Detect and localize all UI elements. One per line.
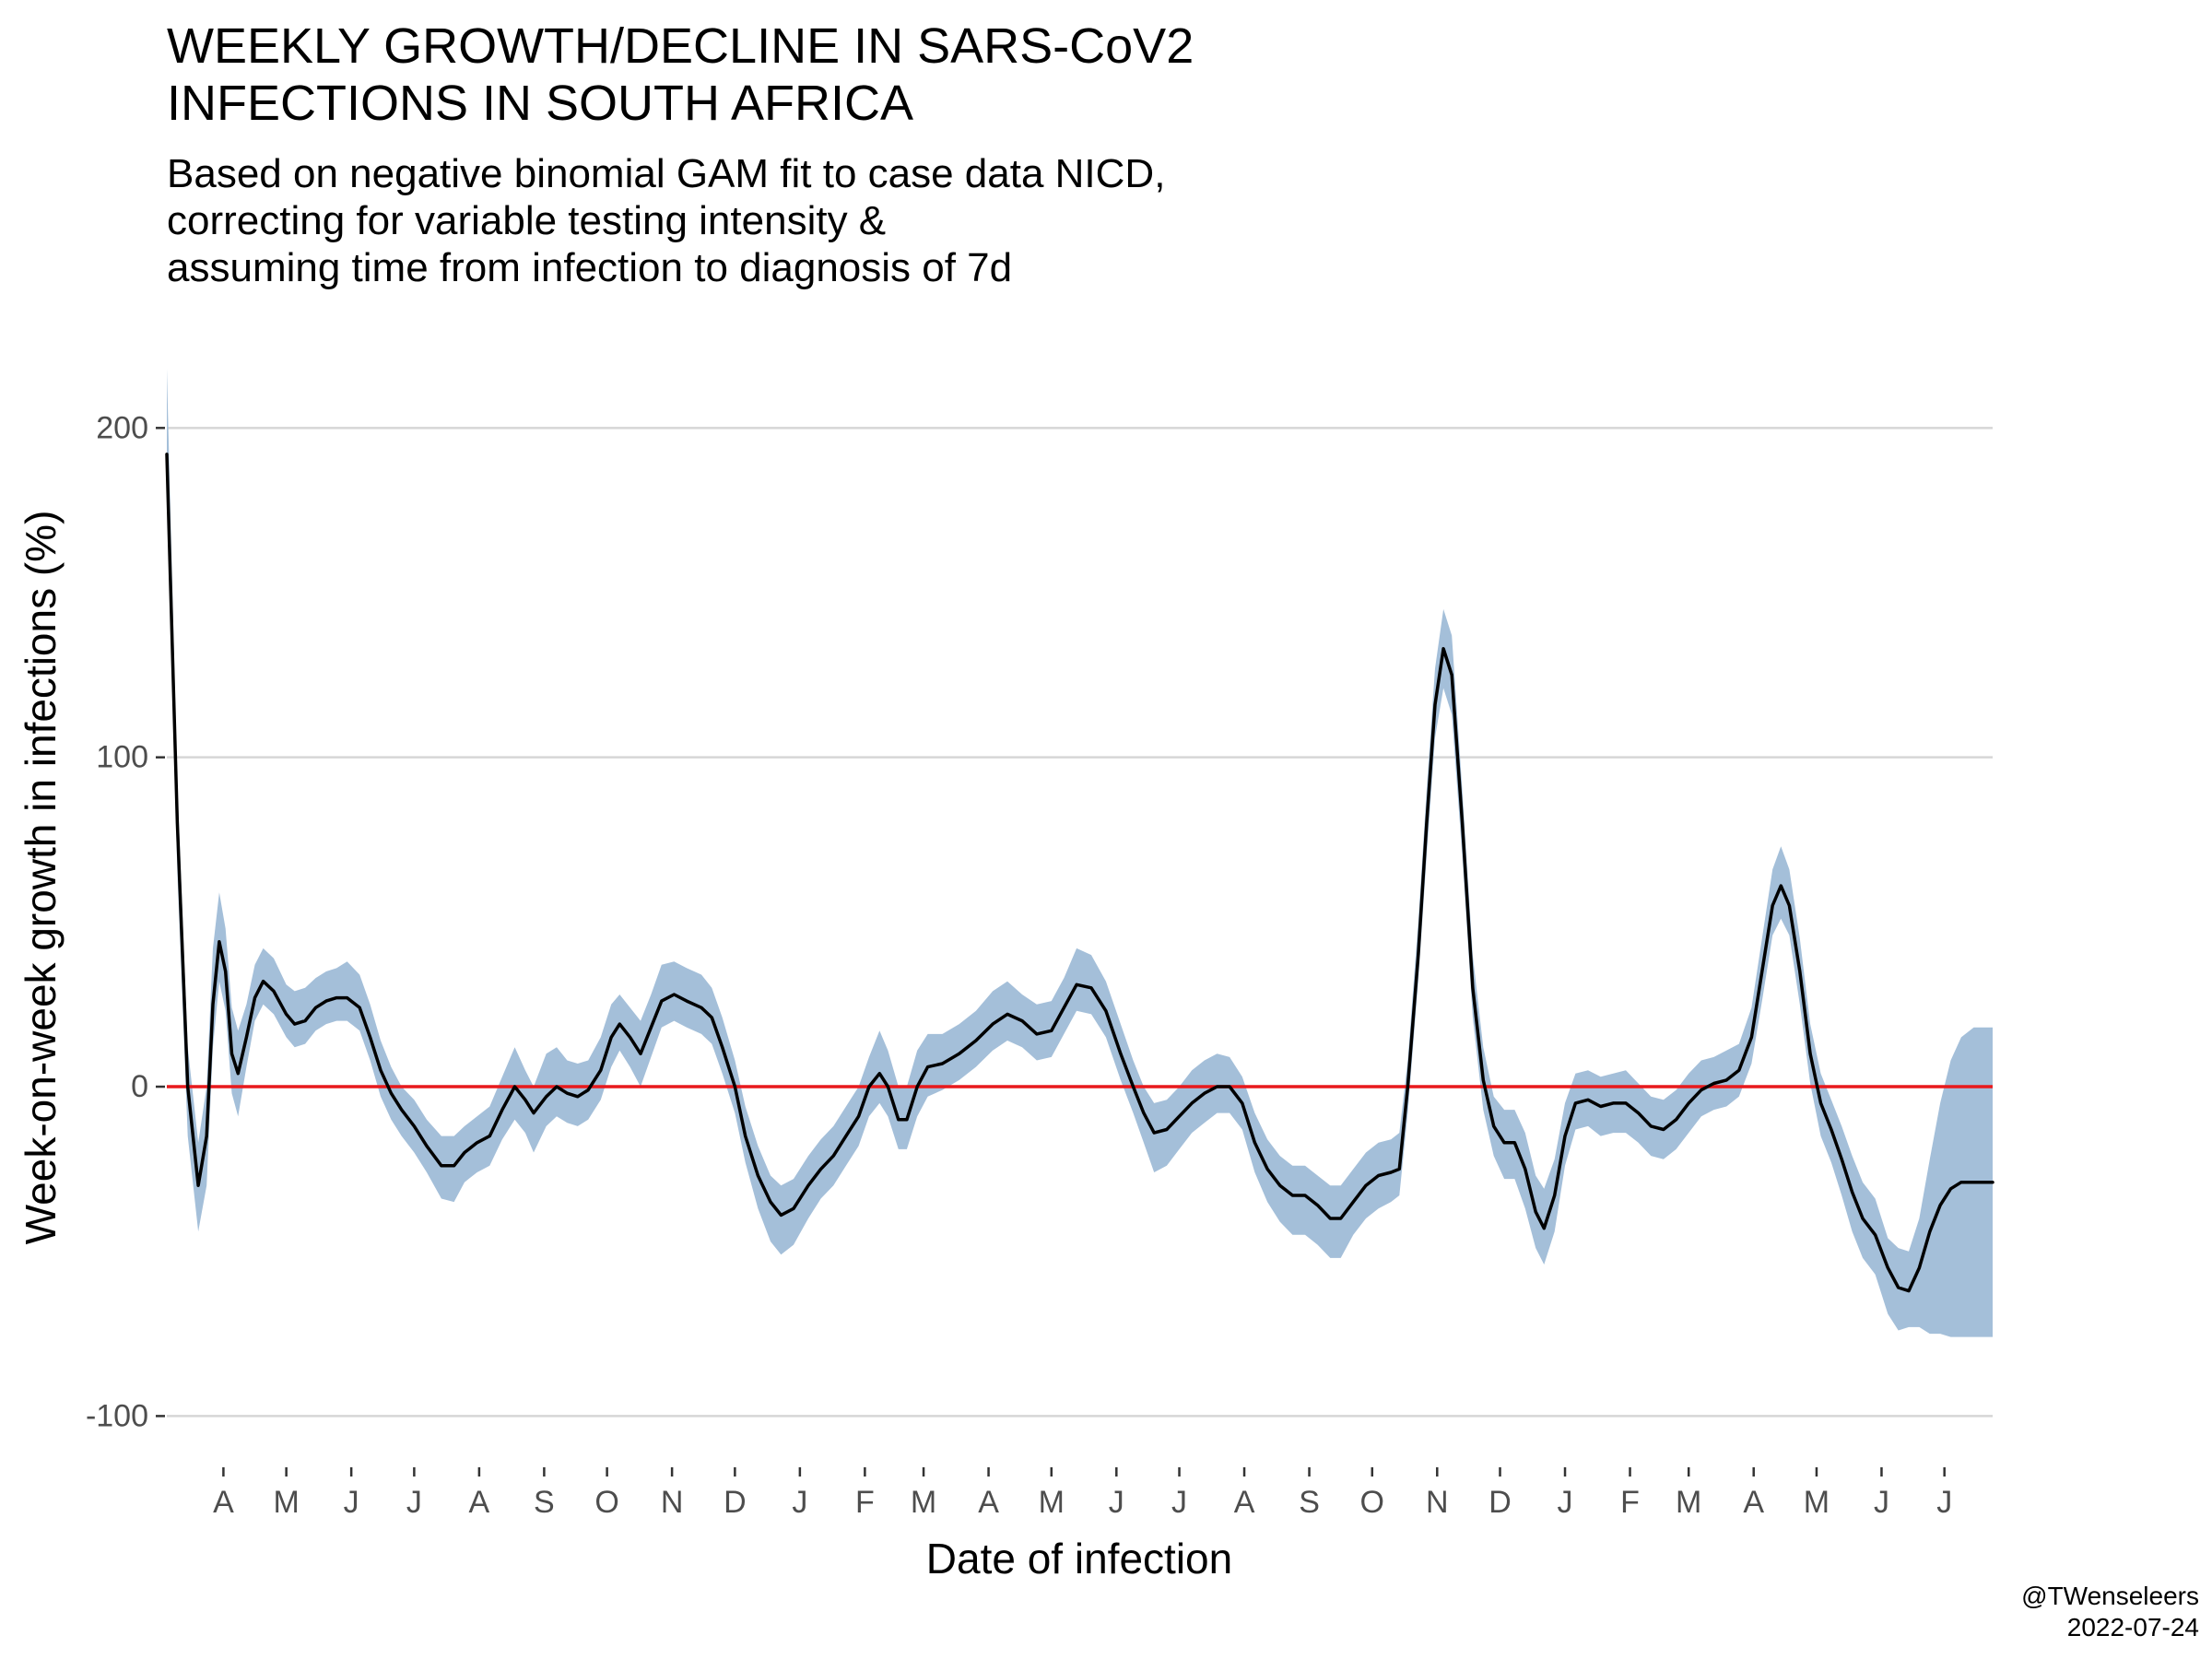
x-tick-label: A — [213, 1485, 234, 1520]
x-tick-label: J — [792, 1485, 807, 1520]
x-tick-label: M — [1039, 1485, 1065, 1520]
chart-subtitle-line-1: Based on negative binomial GAM fit to ca… — [167, 151, 1166, 196]
x-tick-label: J — [406, 1485, 422, 1520]
x-tick-label: S — [534, 1485, 555, 1520]
y-tick-label: 0 — [131, 1069, 148, 1104]
x-tick-label: O — [1360, 1485, 1384, 1520]
chart-subtitle-line-3: assuming time from infection to diagnosi… — [167, 245, 1013, 290]
growth-line — [165, 453, 1994, 1293]
x-tick-label: M — [911, 1485, 936, 1520]
x-tick-label: M — [1804, 1485, 1830, 1520]
growth-line-path — [165, 453, 1994, 1293]
x-tick-label: N — [1426, 1485, 1449, 1520]
x-tick-label: N — [661, 1485, 684, 1520]
caption-date: 2022-07-24 — [2066, 1613, 2199, 1641]
x-tick-label: J — [1109, 1485, 1124, 1520]
x-tick-label: A — [978, 1485, 999, 1520]
x-tick-label: J — [344, 1485, 359, 1520]
x-tick-label: D — [1488, 1485, 1512, 1520]
x-axis-title: Date of infection — [926, 1535, 1232, 1583]
y-axis-title: Week-on-week growth in infections (%) — [17, 511, 65, 1245]
x-tick-label: A — [1234, 1485, 1255, 1520]
x-tick-label: F — [1620, 1485, 1640, 1520]
caption-author: @TWenseleers — [2021, 1582, 2199, 1610]
y-tick-label: -100 — [86, 1398, 148, 1433]
chart-title-line-1: WEEKLY GROWTH/DECLINE IN SARS-CoV2 — [167, 18, 1194, 74]
y-tick-label: 200 — [96, 410, 148, 445]
gridlines — [167, 427, 1993, 1418]
x-tick-label: A — [469, 1485, 490, 1520]
x-tick-label: J — [1171, 1485, 1187, 1520]
y-axis: 200 100 0 -100 — [86, 410, 165, 1433]
x-tick-label: O — [594, 1485, 618, 1520]
y-tick-label: 100 — [96, 740, 148, 775]
confidence-band-area — [167, 369, 1993, 1337]
confidence-band — [167, 369, 1993, 1337]
x-tick-label: A — [1743, 1485, 1764, 1520]
x-tick-label: J — [1874, 1485, 1889, 1520]
chart-subtitle-line-2: correcting for variable testing intensit… — [167, 198, 887, 243]
x-tick-label: M — [273, 1485, 299, 1520]
chart-title-line-2: INFECTIONS IN SOUTH AFRICA — [167, 76, 914, 131]
x-tick-label: J — [1936, 1485, 1952, 1520]
x-tick-label: F — [855, 1485, 875, 1520]
x-tick-label: D — [724, 1485, 747, 1520]
x-tick-label: S — [1299, 1485, 1320, 1520]
x-tick-label: M — [1676, 1485, 1701, 1520]
x-tick-label: J — [1558, 1485, 1573, 1520]
